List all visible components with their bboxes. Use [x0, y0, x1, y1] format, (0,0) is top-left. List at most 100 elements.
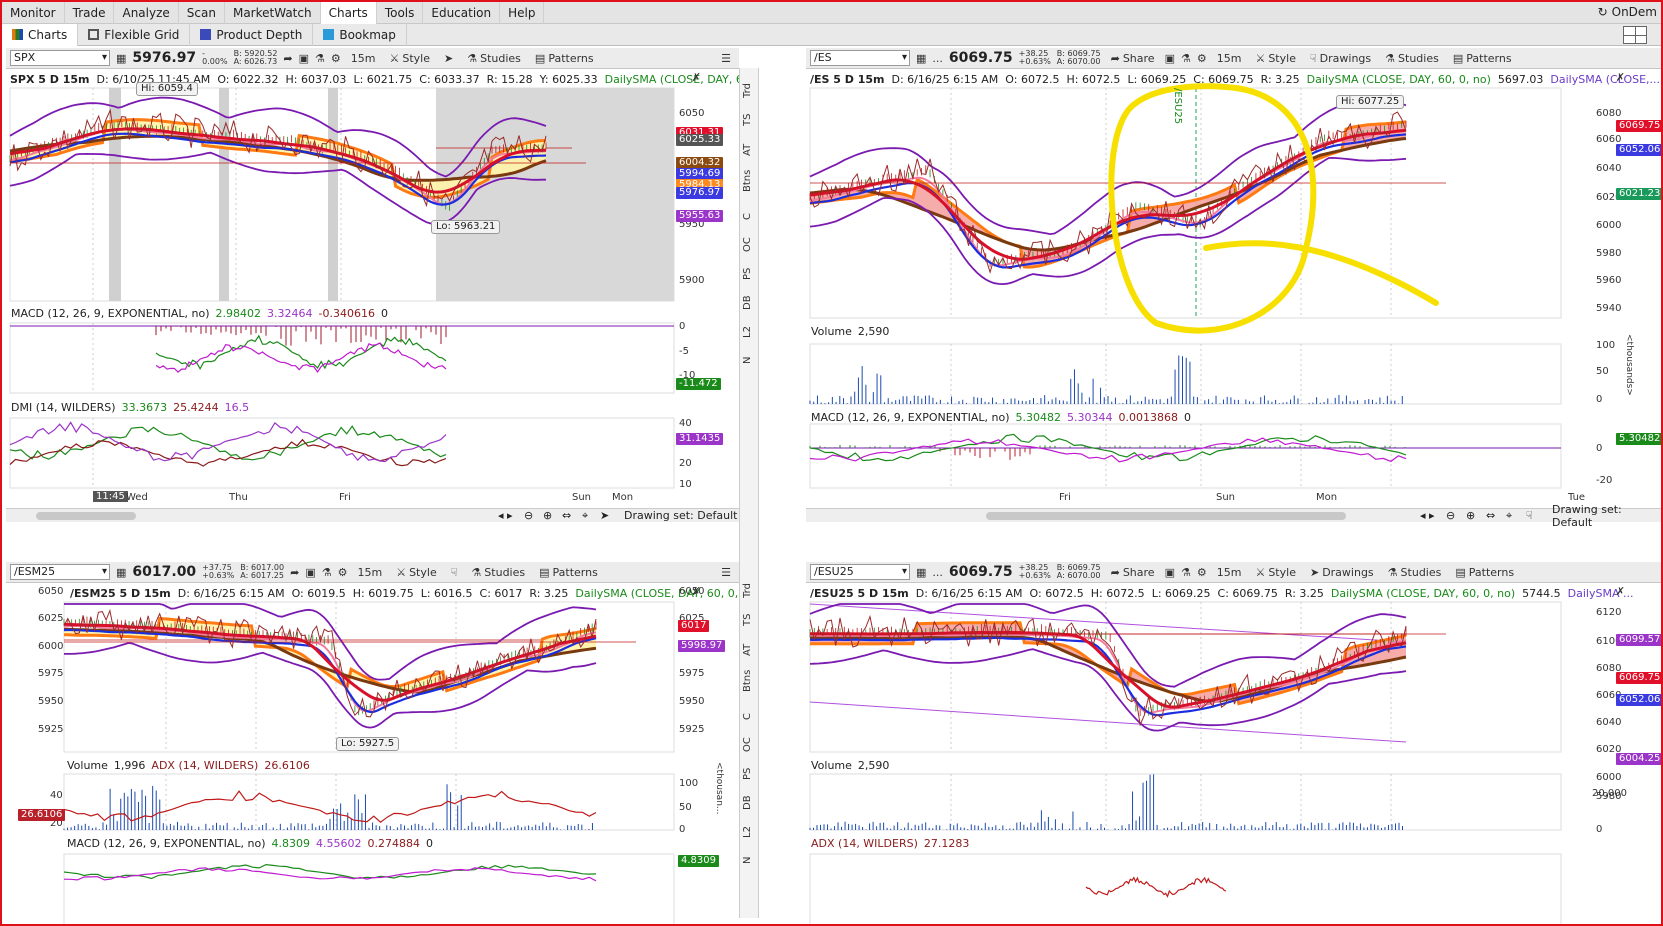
indicator-line: [155, 342, 447, 373]
studies-button[interactable]: ⚗ Studies: [1385, 51, 1439, 65]
side-tab-ps[interactable]: PS: [742, 267, 753, 280]
share-button[interactable]: ➦ Share: [1110, 565, 1155, 579]
screenshot-icon[interactable]: ▣: [305, 565, 316, 579]
side-tab-db[interactable]: DB: [742, 295, 753, 310]
volume-label[interactable]: Volume 2,590: [811, 759, 890, 772]
macd-label[interactable]: MACD (12, 26, 9, EXPONENTIAL, no) 4.8309 4…: [67, 837, 434, 850]
screenshot-icon[interactable]: ▣: [298, 51, 310, 65]
dmi-label[interactable]: DMI (14, WILDERS) 33.3673 25.4244 16.5: [11, 401, 250, 414]
screenshot-icon[interactable]: ▣: [1164, 51, 1175, 65]
interval-button[interactable]: 15m: [357, 565, 383, 579]
crosshair-off-icon[interactable]: ✗: [691, 71, 701, 84]
fit-icon: ⇔: [562, 509, 572, 522]
menu-analyze[interactable]: Analyze: [114, 2, 179, 24]
symbol-selector[interactable]: SPX: [10, 50, 110, 66]
side-tab-c[interactable]: C: [742, 213, 753, 220]
volume-label[interactable]: Volume 1,996 ADX (14, WILDERS) 26.6106: [67, 759, 310, 772]
menu-charts[interactable]: Charts: [320, 2, 377, 24]
gear-icon[interactable]: ⚙: [1196, 565, 1207, 579]
side-tab-btns[interactable]: Btns: [742, 169, 753, 192]
menu-education[interactable]: Education: [423, 2, 501, 24]
symbol-selector[interactable]: /ESM25: [10, 564, 110, 580]
gear-icon[interactable]: ⚙: [1196, 51, 1207, 65]
spx-price-chart[interactable]: [6, 48, 739, 556]
bollinger-upper: [809, 603, 1407, 688]
macd-label[interactable]: MACD (12, 26, 9, EXPONENTIAL, no) 2.98402…: [11, 307, 388, 320]
flask-icon[interactable]: ⚗: [1180, 565, 1191, 579]
share-button[interactable]: ➦ Share: [1110, 51, 1155, 65]
yellow-annotation-circle: [1108, 83, 1317, 334]
chikou-line: [809, 614, 1407, 727]
hand-button[interactable]: ☟: [447, 566, 462, 579]
side-tab-n[interactable]: N: [742, 356, 753, 364]
ondemand-button[interactable]: ↻ OnDem: [1597, 5, 1657, 19]
time-scrollbar[interactable]: ◂ ▸ ⊖ ⊕ ⇔ ⌖ ☟ Drawing set: Default: [806, 503, 1661, 529]
patterns-button[interactable]: ▤ Patterns: [539, 565, 598, 579]
subtab-flexible-grid[interactable]: Flexible Grid: [78, 23, 191, 46]
flask-icon[interactable]: ⚗: [321, 565, 332, 579]
menu-monitor[interactable]: Monitor: [2, 2, 65, 24]
esu25-price-chart[interactable]: [806, 562, 1661, 926]
price-change: -0.00%: [202, 49, 228, 66]
side-tab-trd[interactable]: Trd: [742, 83, 753, 98]
drawings-button[interactable]: ➤ Drawings: [1309, 565, 1374, 579]
patterns-button[interactable]: ▤ Patterns: [534, 51, 594, 65]
crosshair-off-icon[interactable]: ✗: [691, 585, 701, 598]
last-price: 5976.97: [132, 50, 197, 66]
studies-button[interactable]: ⚗ Studies: [471, 565, 526, 579]
subtab-charts[interactable]: Charts: [2, 23, 79, 46]
share-icon[interactable]: ➦: [283, 51, 293, 65]
symbol-selector[interactable]: /ES: [810, 50, 910, 66]
share-icon[interactable]: ➦: [290, 565, 300, 579]
side-tab-at[interactable]: AT: [742, 143, 753, 156]
side-tab-l2[interactable]: L2: [742, 326, 753, 338]
side-tab-oc[interactable]: OC: [742, 237, 753, 252]
volume-label[interactable]: Volume 2,590: [811, 325, 890, 338]
link-icon[interactable]: ▦: [116, 51, 127, 65]
menu-trade[interactable]: Trade: [65, 2, 115, 24]
link-icon[interactable]: ▦: [916, 565, 927, 579]
plot-area: [63, 853, 675, 924]
menu-marketwatch[interactable]: MarketWatch: [225, 2, 321, 24]
crosshair-off-icon[interactable]: ✗: [1615, 71, 1625, 84]
link-icon[interactable]: ▦: [916, 51, 927, 65]
link-icon[interactable]: ▦: [116, 565, 127, 579]
flask-icon[interactable]: ⚗: [315, 51, 325, 65]
style-button[interactable]: ⚔ Style: [1255, 51, 1296, 65]
gear-icon[interactable]: ⚙: [330, 51, 341, 65]
style-button[interactable]: ⚔ Style: [396, 565, 437, 579]
side-tab-ts[interactable]: TS: [742, 113, 753, 126]
menu-tools[interactable]: Tools: [377, 2, 424, 24]
menu-icon[interactable]: ☰: [721, 565, 731, 579]
interval-button[interactable]: 15m: [350, 51, 376, 65]
subtab-product-depth[interactable]: Product Depth: [190, 23, 314, 46]
subtab-bookmap[interactable]: Bookmap: [313, 23, 407, 46]
flask-icon[interactable]: ⚗: [1180, 51, 1191, 65]
menu-icon[interactable]: ☰: [721, 51, 731, 65]
studies-button[interactable]: ⚗ Studies: [467, 51, 521, 65]
scroll-thumb[interactable]: [986, 512, 1346, 520]
macd-label[interactable]: MACD (12, 26, 9, EXPONENTIAL, no) 5.30482…: [811, 411, 1192, 424]
scroll-thumb[interactable]: [36, 512, 136, 520]
esm25-price-chart[interactable]: [6, 562, 739, 926]
drawings-button[interactable]: ☟ Drawings: [1309, 51, 1372, 65]
interval-button[interactable]: 15m: [1216, 51, 1242, 65]
screenshot-icon[interactable]: ▣: [1164, 565, 1175, 579]
crosshair-off-icon[interactable]: ✗: [1615, 585, 1625, 598]
style-button[interactable]: ⚔ Style: [1255, 565, 1296, 579]
style-button[interactable]: ⚔ Style: [389, 51, 431, 65]
symbol-selector[interactable]: /ESU25: [810, 564, 910, 580]
adx-label[interactable]: ADX (14, WILDERS) 27.1283: [811, 837, 970, 850]
es-price-chart[interactable]: [806, 48, 1661, 556]
interval-button[interactable]: 15m: [1216, 565, 1242, 579]
time-scrollbar[interactable]: ◂ ▸ ⊖ ⊕ ⇔ ⌖ ➤ Drawing set: Default: [6, 508, 739, 522]
patterns-button[interactable]: ▤ Patterns: [1455, 565, 1515, 579]
patterns-button[interactable]: ▤ Patterns: [1452, 51, 1512, 65]
cursor-button[interactable]: ➤: [440, 52, 457, 65]
studies-button[interactable]: ⚗ Studies: [1387, 565, 1442, 579]
menu-scan[interactable]: Scan: [179, 2, 225, 24]
grid-layout-icon[interactable]: [1623, 26, 1647, 44]
gear-icon[interactable]: ⚙: [337, 565, 348, 579]
session-shade: [328, 88, 338, 301]
menu-help[interactable]: Help: [500, 2, 545, 24]
